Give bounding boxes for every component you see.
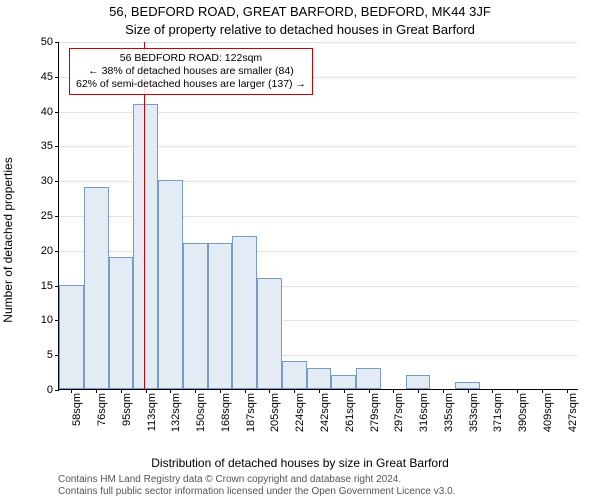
x-tick-label: 95sqm	[121, 389, 133, 426]
x-tick-label: 224sqm	[294, 389, 306, 432]
y-tick-label: 0	[47, 384, 59, 396]
y-tick-label: 15	[41, 280, 59, 292]
histogram-bar	[183, 243, 208, 389]
x-tick-label: 58sqm	[71, 389, 83, 426]
histogram-bar	[406, 375, 431, 389]
x-tick-label: 205sqm	[269, 389, 281, 432]
footer-line: Contains full public sector information …	[58, 486, 455, 498]
annotation-line: 62% of semi-detached houses are larger (…	[76, 78, 306, 91]
x-tick-label: 76sqm	[96, 389, 108, 426]
x-tick-label: 150sqm	[195, 389, 207, 432]
marker-annotation: 56 BEDFORD ROAD: 122sqm ← 38% of detache…	[69, 48, 313, 95]
histogram-bar	[232, 236, 257, 389]
y-tick-label: 5	[47, 349, 59, 361]
y-tick-label: 25	[41, 210, 59, 222]
x-tick-label: 187sqm	[245, 389, 257, 432]
histogram-bar	[109, 257, 134, 389]
footer-attribution: Contains HM Land Registry data © Crown c…	[58, 474, 455, 498]
annotation-line: ← 38% of detached houses are smaller (84…	[76, 65, 306, 78]
histogram-bar	[356, 368, 381, 389]
x-tick-label: 113sqm	[146, 389, 158, 431]
x-tick-label: 279sqm	[369, 389, 381, 432]
histogram-bar	[84, 187, 109, 389]
x-axis-label: Distribution of detached houses by size …	[0, 456, 600, 470]
x-tick-label: 371sqm	[492, 389, 504, 432]
histogram-bar	[158, 180, 183, 389]
x-tick-label: 316sqm	[418, 389, 430, 432]
y-tick-label: 35	[41, 140, 59, 152]
y-tick-label: 10	[41, 314, 59, 326]
x-tick-label: 168sqm	[220, 389, 232, 432]
x-tick-label: 242sqm	[319, 389, 331, 432]
annotation-line: 56 BEDFORD ROAD: 122sqm	[76, 52, 306, 65]
histogram-bar	[331, 375, 356, 389]
x-tick-label: 261sqm	[344, 389, 356, 432]
x-tick-label: 132sqm	[170, 389, 182, 432]
x-tick-label: 335sqm	[443, 389, 455, 432]
gridline	[59, 42, 578, 43]
x-tick-label: 297sqm	[393, 389, 405, 432]
footer-line: Contains HM Land Registry data © Crown c…	[58, 474, 455, 486]
histogram-bar	[282, 361, 307, 389]
y-tick-label: 30	[41, 175, 59, 187]
y-tick-label: 20	[41, 245, 59, 257]
y-tick-label: 50	[41, 36, 59, 48]
y-tick-label: 45	[41, 71, 59, 83]
chart-title-desc: Size of property relative to detached ho…	[0, 22, 600, 37]
property-size-chart: 56, BEDFORD ROAD, GREAT BARFORD, BEDFORD…	[0, 0, 600, 500]
x-tick-label: 353sqm	[468, 389, 480, 432]
histogram-bar	[208, 243, 233, 389]
histogram-bar	[59, 285, 84, 389]
x-tick-label: 427sqm	[567, 389, 579, 432]
x-tick-label: 409sqm	[542, 389, 554, 432]
histogram-bar	[307, 368, 332, 389]
plot-area: 0510152025303540455058sqm76sqm95sqm113sq…	[58, 42, 578, 390]
y-axis-label: Number of detached properties	[1, 157, 15, 322]
histogram-bar	[257, 278, 282, 389]
histogram-bar	[455, 382, 480, 389]
histogram-bar	[133, 104, 158, 389]
chart-title-address: 56, BEDFORD ROAD, GREAT BARFORD, BEDFORD…	[0, 4, 600, 19]
x-tick-label: 390sqm	[517, 389, 529, 432]
y-tick-label: 40	[41, 106, 59, 118]
